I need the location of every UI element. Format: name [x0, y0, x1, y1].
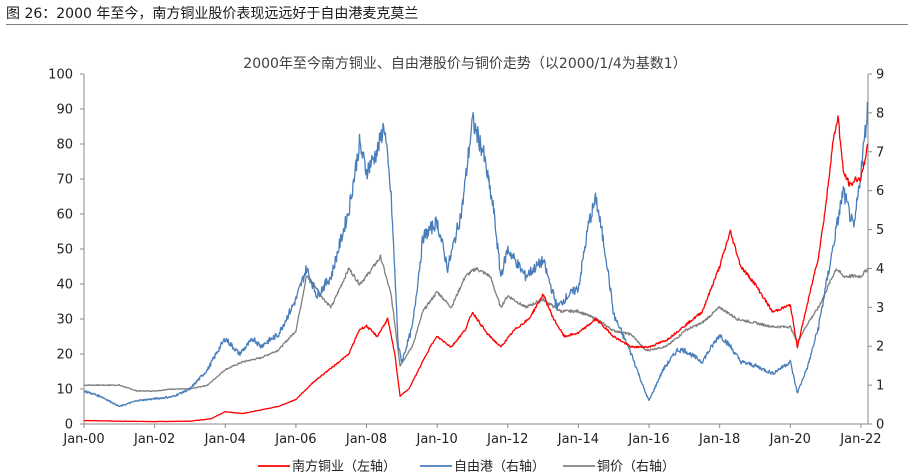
x-tick-label: Jan-18	[698, 432, 740, 447]
x-tick-label: Jan-06	[274, 432, 316, 447]
y-left-tick-label: 30	[56, 313, 73, 328]
x-tick-label: Jan-00	[62, 432, 104, 447]
legend-label: 自由港（右轴）	[454, 460, 545, 475]
series-lines	[83, 101, 869, 423]
x-tick-label: Jan-12	[486, 432, 528, 447]
x-tick-label: Jan-14	[557, 432, 599, 447]
axes: 0 10 20 30 40 50 60 70 80 90 100 0 1 2 3 4 5 6 7 8 9 Jan-00 Ja…	[48, 68, 884, 448]
y-right-tick-label: 6	[876, 184, 884, 199]
chart-title: 2000年至今南方铜业、自由港股价与铜价走势（以2000/1/4为基数1）	[243, 55, 686, 72]
legend: 南方铜业（左轴） 自由港（右轴） 铜价（右轴）	[258, 459, 675, 475]
y-right-tick-label: 7	[876, 145, 884, 160]
series-line-0	[83, 115, 869, 423]
y-right-tick-label: 4	[876, 262, 884, 277]
series-line-1	[83, 101, 869, 408]
x-tick-label: Jan-08	[345, 432, 387, 447]
y-left-tick-label: 40	[56, 278, 73, 293]
y-left-tick-label: 0	[65, 418, 73, 433]
y-right-tick-label: 5	[876, 223, 884, 238]
x-tick-label: Jan-02	[133, 432, 175, 447]
legend-label: 铜价（右轴）	[597, 460, 675, 475]
figure-caption: 图 26：2000 年至今，南方铜业股价表现远远好于自由港麦克莫兰	[6, 6, 419, 22]
y-left-tick-label: 70	[56, 173, 73, 188]
y-right-tick-label: 8	[876, 106, 884, 121]
y-left-tick-label: 20	[56, 348, 73, 363]
x-tick-label: Jan-04	[204, 432, 246, 447]
series-line-2	[83, 254, 869, 392]
y-right-tick-label: 3	[876, 301, 884, 316]
x-tick-label: Jan-22	[839, 432, 881, 447]
y-left-tick-label: 50	[56, 243, 73, 258]
y-left-tick-label: 100	[48, 68, 73, 83]
y-right-tick-label: 9	[876, 68, 884, 83]
x-tick-label: Jan-20	[769, 432, 811, 447]
y-right-tick-label: 2	[876, 340, 884, 355]
y-left-tick-label: 80	[56, 138, 73, 153]
y-right-tick-label: 1	[876, 379, 884, 394]
x-tick-label: Jan-16	[627, 432, 669, 447]
caption-divider	[6, 24, 908, 25]
x-tick-label: Jan-10	[416, 432, 458, 447]
y-left-tick-label: 90	[56, 103, 73, 118]
legend-label: 南方铜业（左轴）	[292, 459, 396, 475]
y-left-tick-label: 10	[56, 383, 73, 398]
y-right-tick-label: 0	[876, 418, 884, 433]
y-left-tick-label: 60	[56, 208, 73, 223]
